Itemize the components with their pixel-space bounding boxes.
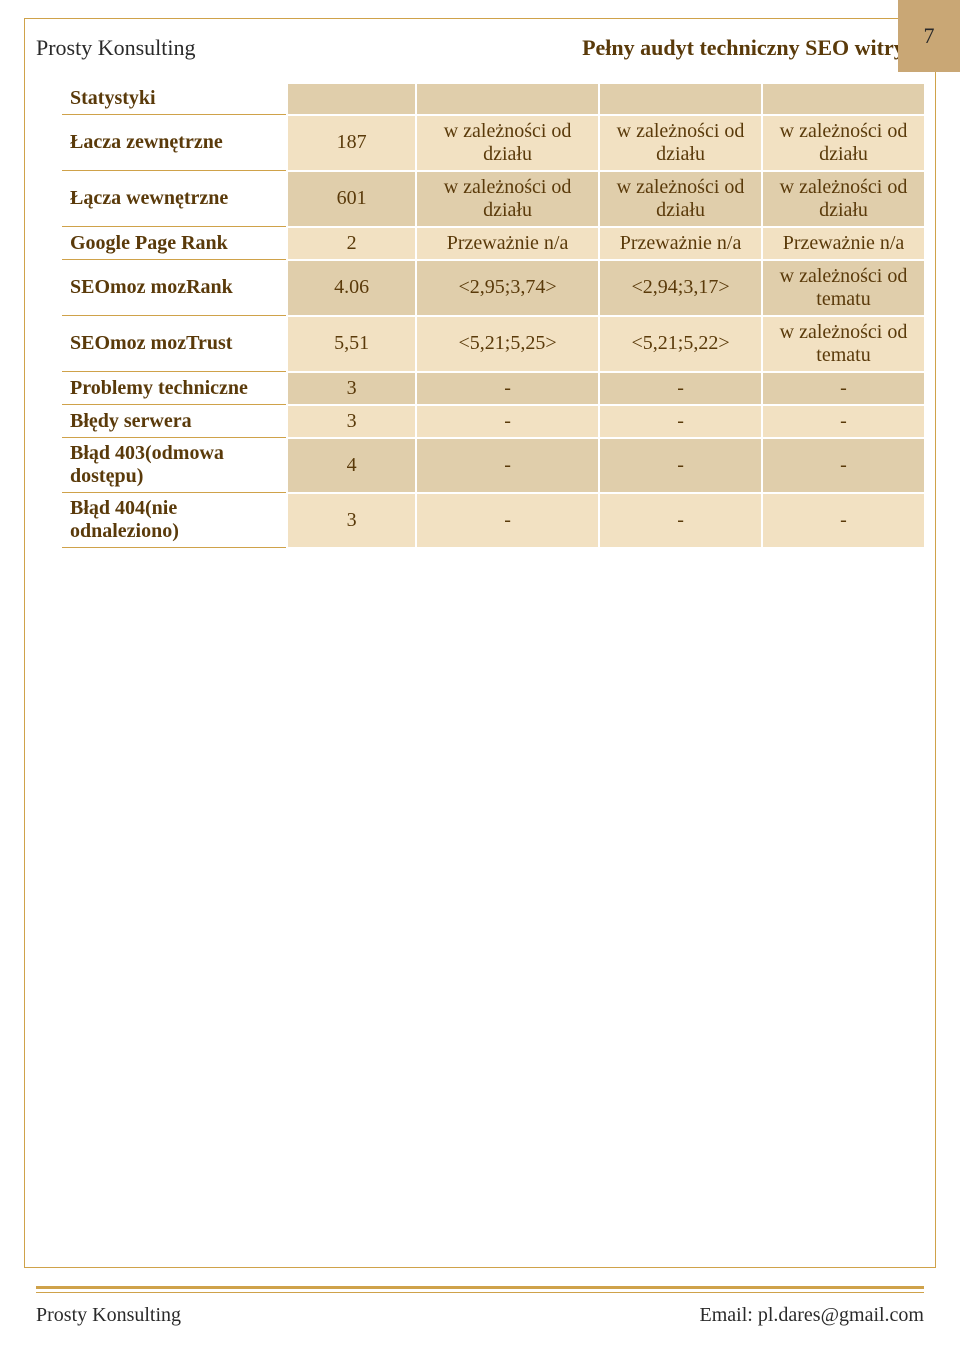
cell: 5,51	[287, 316, 416, 372]
row-label: SEOmoz mozTrust	[62, 316, 287, 372]
row-label: Łącza wewnętrzne	[62, 171, 287, 227]
footer-rule-thin	[36, 1292, 924, 1293]
header: Prosty Konsulting Pełny audyt techniczny…	[24, 18, 936, 78]
cell: 3	[287, 372, 416, 405]
table-row: Błąd 404(nie odnaleziono)3---	[62, 493, 925, 548]
page-number-box: 7	[898, 0, 960, 72]
row-label: Google Page Rank	[62, 227, 287, 260]
footer-rule-thick	[36, 1286, 924, 1289]
cell: w zależności od tematu	[762, 316, 925, 372]
row-label: Problemy techniczne	[62, 372, 287, 405]
cell: Przeważnie n/a	[599, 227, 762, 260]
cell	[599, 83, 762, 115]
row-label: Błąd 403(odmowa dostępu)	[62, 438, 287, 493]
cell: w zależności od działu	[762, 171, 925, 227]
cell: -	[416, 372, 599, 405]
cell	[762, 83, 925, 115]
row-label: Łacza zewnętrzne	[62, 115, 287, 171]
cell: 4.06	[287, 260, 416, 316]
cell: w zależności od działu	[416, 171, 599, 227]
cell: <2,94;3,17>	[599, 260, 762, 316]
cell: 601	[287, 171, 416, 227]
cell	[416, 83, 599, 115]
cell: 187	[287, 115, 416, 171]
cell: <5,21;5,25>	[416, 316, 599, 372]
row-label: SEOmoz mozRank	[62, 260, 287, 316]
table-row: Łącza wewnętrzne601w zależności od dział…	[62, 171, 925, 227]
cell: <2,95;3,74>	[416, 260, 599, 316]
cell: -	[416, 493, 599, 548]
cell: -	[762, 493, 925, 548]
cell: 3	[287, 493, 416, 548]
cell: w zależności od działu	[599, 115, 762, 171]
cell: w zależności od działu	[599, 171, 762, 227]
cell: 4	[287, 438, 416, 493]
cell	[287, 83, 416, 115]
cell: w zależności od działu	[762, 115, 925, 171]
cell: w zależności od tematu	[762, 260, 925, 316]
cell: Przeważnie n/a	[416, 227, 599, 260]
table-row: Błędy serwera3---	[62, 405, 925, 438]
header-right: Pełny audyt techniczny SEO witryny	[582, 35, 936, 61]
cell: -	[416, 405, 599, 438]
cell: Przeważnie n/a	[762, 227, 925, 260]
cell: 3	[287, 405, 416, 438]
cell: -	[599, 438, 762, 493]
cell: -	[599, 372, 762, 405]
table-row: SEOmoz mozRank4.06<2,95;3,74><2,94;3,17>…	[62, 260, 925, 316]
table: StatystykiŁacza zewnętrzne187w zależnośc…	[62, 82, 926, 549]
table-row: Google Page Rank2Przeważnie n/aPrzeważni…	[62, 227, 925, 260]
footer: Prosty Konsulting Email: pl.dares@gmail.…	[36, 1304, 924, 1327]
cell: -	[762, 405, 925, 438]
seo-table: StatystykiŁacza zewnętrzne187w zależnośc…	[62, 82, 926, 549]
footer-left: Prosty Konsulting	[36, 1304, 181, 1327]
cell: -	[599, 493, 762, 548]
cell: -	[762, 438, 925, 493]
cell: w zależności od działu	[416, 115, 599, 171]
cell: -	[416, 438, 599, 493]
table-row: Problemy techniczne3---	[62, 372, 925, 405]
cell: 2	[287, 227, 416, 260]
cell: <5,21;5,22>	[599, 316, 762, 372]
table-row: SEOmoz mozTrust5,51<5,21;5,25><5,21;5,22…	[62, 316, 925, 372]
footer-right: Email: pl.dares@gmail.com	[700, 1304, 924, 1327]
cell: -	[599, 405, 762, 438]
header-left: Prosty Konsulting	[24, 35, 196, 61]
table-row: Statystyki	[62, 83, 925, 115]
page-number: 7	[924, 23, 935, 49]
row-label: Błąd 404(nie odnaleziono)	[62, 493, 287, 548]
row-label: Statystyki	[62, 83, 287, 115]
table-row: Błąd 403(odmowa dostępu)4---	[62, 438, 925, 493]
row-label: Błędy serwera	[62, 405, 287, 438]
table-row: Łacza zewnętrzne187w zależności od dział…	[62, 115, 925, 171]
cell: -	[762, 372, 925, 405]
